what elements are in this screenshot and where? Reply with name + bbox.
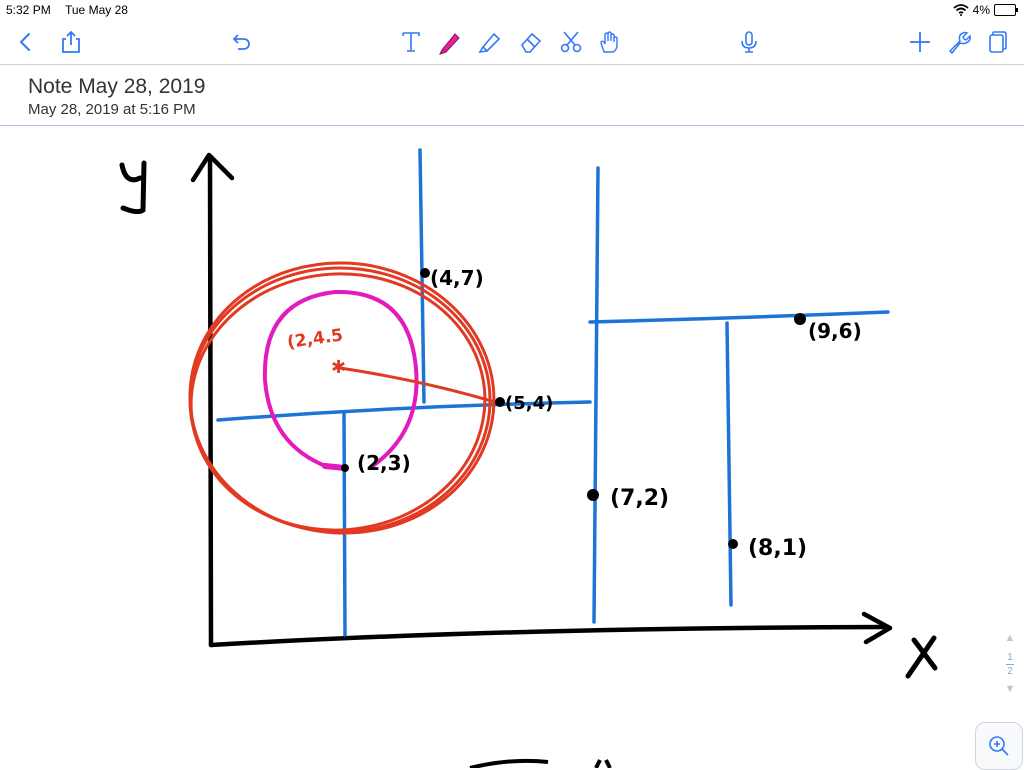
outer-circle xyxy=(188,261,496,535)
x-axis xyxy=(208,624,891,648)
note-header: Note May 28, 2019 May 28, 2019 at 5:16 P… xyxy=(0,65,1024,126)
status-date: Tue May 28 xyxy=(65,3,128,17)
toolbar xyxy=(0,20,1024,65)
label-point-5-4: (5,4) xyxy=(505,393,553,414)
pen-tool-icon[interactable] xyxy=(434,26,466,58)
x-label-glyph xyxy=(905,635,938,679)
y-axis xyxy=(207,157,214,648)
magnifier-plus-icon xyxy=(989,736,1009,756)
svg-text:✱: ✱ xyxy=(331,357,346,378)
partial-stroke xyxy=(469,758,549,768)
radius-line xyxy=(339,366,496,404)
pages-icon[interactable] xyxy=(981,26,1013,58)
label-point-8-1: (8,1) xyxy=(748,536,807,561)
label-point-2-3: (2,3) xyxy=(357,451,411,475)
handwritten-graph: y X ✱ xyxy=(119,148,938,768)
y-axis-arrowhead xyxy=(190,152,235,183)
plus-icon[interactable] xyxy=(904,26,936,58)
zoom-button[interactable] xyxy=(975,722,1023,770)
label-point-4-7: (4,7) xyxy=(430,266,484,290)
undo-icon[interactable] xyxy=(225,26,257,58)
y-label-glyph xyxy=(119,160,147,215)
battery-percent: 4% xyxy=(972,3,990,17)
status-bar: 5:32 PM Tue May 28 4% xyxy=(0,0,1024,20)
points xyxy=(341,268,806,549)
status-right: 4% xyxy=(953,3,1018,17)
label-center-2-4-5: (2,4.5 xyxy=(286,325,344,353)
current-page: 1 xyxy=(1007,652,1013,663)
chevron-left-icon[interactable] xyxy=(10,26,42,58)
scissors-tool-icon[interactable] xyxy=(555,26,587,58)
x-axis-arrowhead xyxy=(861,611,893,645)
blue-lines xyxy=(216,148,890,637)
page-up-icon[interactable]: ▲ xyxy=(1004,632,1016,644)
battery-icon xyxy=(994,4,1018,16)
inner-circle xyxy=(262,289,419,470)
share-icon[interactable] xyxy=(55,26,87,58)
wifi-icon xyxy=(953,4,969,16)
status-time: 5:32 PM xyxy=(6,3,51,17)
label-point-9-6: (9,6) xyxy=(808,319,862,343)
note-title[interactable]: Note May 28, 2019 xyxy=(28,75,206,98)
drawing-canvas[interactable]: y X ✱ xyxy=(0,126,1024,768)
hand-tool-icon[interactable] xyxy=(593,26,625,58)
label-point-7-2: (7,2) xyxy=(610,486,669,511)
wrench-icon[interactable] xyxy=(943,26,975,58)
eraser-tool-icon[interactable] xyxy=(515,26,547,58)
total-pages: 2 xyxy=(1007,666,1013,677)
microphone-icon[interactable] xyxy=(733,26,765,58)
text-tool-icon[interactable] xyxy=(395,26,427,58)
page-indicator[interactable]: ▲ 1 2 ▼ xyxy=(998,632,1022,702)
page-down-icon[interactable]: ▼ xyxy=(1004,683,1016,695)
note-timestamp: May 28, 2019 at 5:16 PM xyxy=(28,101,196,118)
highlighter-tool-icon[interactable] xyxy=(474,26,506,58)
